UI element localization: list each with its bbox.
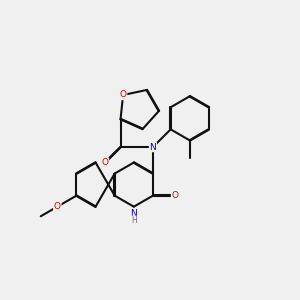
Text: N: N	[130, 209, 137, 218]
Text: O: O	[54, 202, 61, 211]
Text: N: N	[150, 142, 156, 152]
Text: O: O	[120, 91, 127, 100]
Text: O: O	[101, 158, 108, 167]
Text: H: H	[131, 216, 137, 225]
Text: O: O	[172, 191, 178, 200]
